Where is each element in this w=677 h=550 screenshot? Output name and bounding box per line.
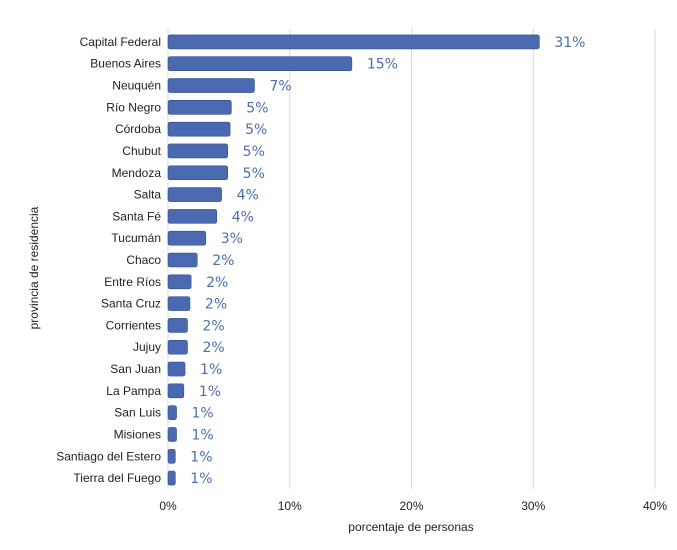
category-label: Jujuy	[133, 340, 161, 354]
category-label: Buenos Aires	[90, 57, 161, 71]
bar	[167, 361, 186, 377]
data-label: 1%	[199, 384, 221, 400]
data-label: 1%	[200, 362, 222, 378]
category-label: Corrientes	[106, 318, 161, 332]
x-tick-label: 40%	[643, 499, 667, 513]
x-tick-label: 20%	[399, 499, 423, 513]
bar	[167, 165, 228, 181]
bar	[167, 187, 222, 202]
data-label: 31%	[554, 35, 585, 51]
category-labels: Capital Federal Buenos Aires Neuquén Río Ne…	[56, 35, 161, 485]
data-label: 4%	[232, 209, 254, 225]
bar	[167, 339, 188, 355]
data-label: 2%	[202, 340, 224, 356]
category-label: San Luis	[114, 406, 161, 420]
category-label: Capital Federal	[80, 35, 161, 49]
bar	[167, 121, 231, 137]
category-label: Neuquén	[112, 79, 161, 93]
category-label: Misiones	[114, 427, 161, 441]
bar	[167, 230, 207, 246]
data-label: 5%	[243, 144, 265, 160]
category-label: Chaco	[126, 253, 161, 267]
category-label: Salta	[134, 188, 162, 202]
data-label: 5%	[246, 100, 268, 116]
category-label: Córdoba	[115, 122, 161, 136]
bars	[167, 34, 540, 486]
category-label: Chubut	[122, 144, 161, 158]
x-tick-label: 10%	[278, 499, 302, 513]
data-label: 1%	[192, 427, 214, 443]
category-label: Entre Ríos	[104, 275, 161, 289]
bar	[167, 100, 232, 115]
bar	[167, 209, 218, 224]
gridlines	[167, 29, 656, 489]
category-label: La Pampa	[106, 384, 161, 398]
category-label: Santa Cruz	[101, 297, 161, 311]
bar	[167, 470, 176, 486]
category-label: Mendoza	[112, 166, 162, 180]
data-label: 2%	[202, 318, 224, 334]
category-label: Río Negro	[106, 100, 161, 114]
bar	[167, 252, 198, 268]
x-axis-title: porcentaje de personas	[348, 520, 473, 534]
data-label: 5%	[243, 166, 265, 182]
bar	[167, 34, 540, 50]
data-label: 5%	[245, 122, 267, 138]
category-label: San Juan	[110, 362, 161, 376]
category-label: Tierra del Fuego	[73, 471, 161, 485]
x-tick-label: 0%	[159, 499, 177, 513]
data-label: 1%	[190, 449, 212, 465]
bar	[167, 143, 228, 159]
data-label: 2%	[212, 253, 234, 269]
x-tick-labels: 0% 10% 20% 30% 40%	[159, 499, 667, 513]
bar	[167, 318, 188, 333]
data-label: 7%	[269, 79, 291, 95]
y-axis-title: provincia de residencia	[27, 206, 41, 329]
data-label: 1%	[192, 406, 214, 422]
category-label: Santa Fé	[112, 209, 161, 223]
data-label: 1%	[190, 471, 212, 487]
bar	[167, 78, 255, 93]
x-tick-label: 30%	[521, 499, 545, 513]
data-label: 15%	[367, 57, 398, 73]
data-label: 2%	[206, 275, 228, 291]
bar	[167, 56, 353, 72]
data-labels: 31%15%7%5%5%5%5%4%4%3%2%2%2%2%2%1%1%1%1%…	[190, 35, 585, 487]
bar	[167, 448, 176, 464]
bar	[167, 427, 177, 442]
bar	[167, 296, 191, 311]
bar	[167, 383, 185, 399]
data-label: 3%	[221, 231, 243, 247]
data-label: 4%	[237, 188, 259, 204]
bar	[167, 274, 192, 290]
data-label: 2%	[205, 297, 227, 313]
category-label: Santiago del Estero	[56, 449, 161, 463]
category-label: Tucumán	[111, 231, 161, 245]
bar	[167, 405, 177, 420]
